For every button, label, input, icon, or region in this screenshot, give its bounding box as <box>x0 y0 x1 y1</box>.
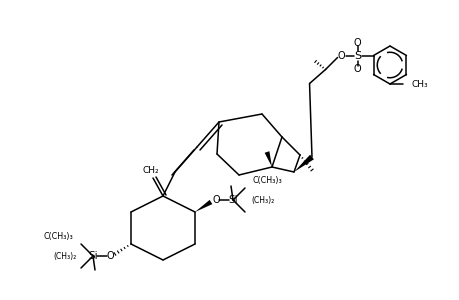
Text: O: O <box>106 251 113 261</box>
Text: Si: Si <box>228 195 237 205</box>
Polygon shape <box>264 151 271 167</box>
Text: CH₃: CH₃ <box>411 80 428 88</box>
Polygon shape <box>293 155 313 172</box>
Polygon shape <box>195 200 212 212</box>
Text: CH₂: CH₂ <box>142 166 159 175</box>
Text: S: S <box>353 50 360 61</box>
Text: O: O <box>353 64 361 74</box>
Text: (CH₃)₂: (CH₃)₂ <box>54 251 77 260</box>
Text: O: O <box>337 50 345 61</box>
Text: Si: Si <box>88 251 98 261</box>
Text: C(CH₃)₃: C(CH₃)₃ <box>252 176 282 184</box>
Text: C(CH₃)₃: C(CH₃)₃ <box>43 232 73 241</box>
Text: (CH₃)₂: (CH₃)₂ <box>251 196 274 205</box>
Text: O: O <box>212 195 219 205</box>
Text: O: O <box>353 38 361 47</box>
